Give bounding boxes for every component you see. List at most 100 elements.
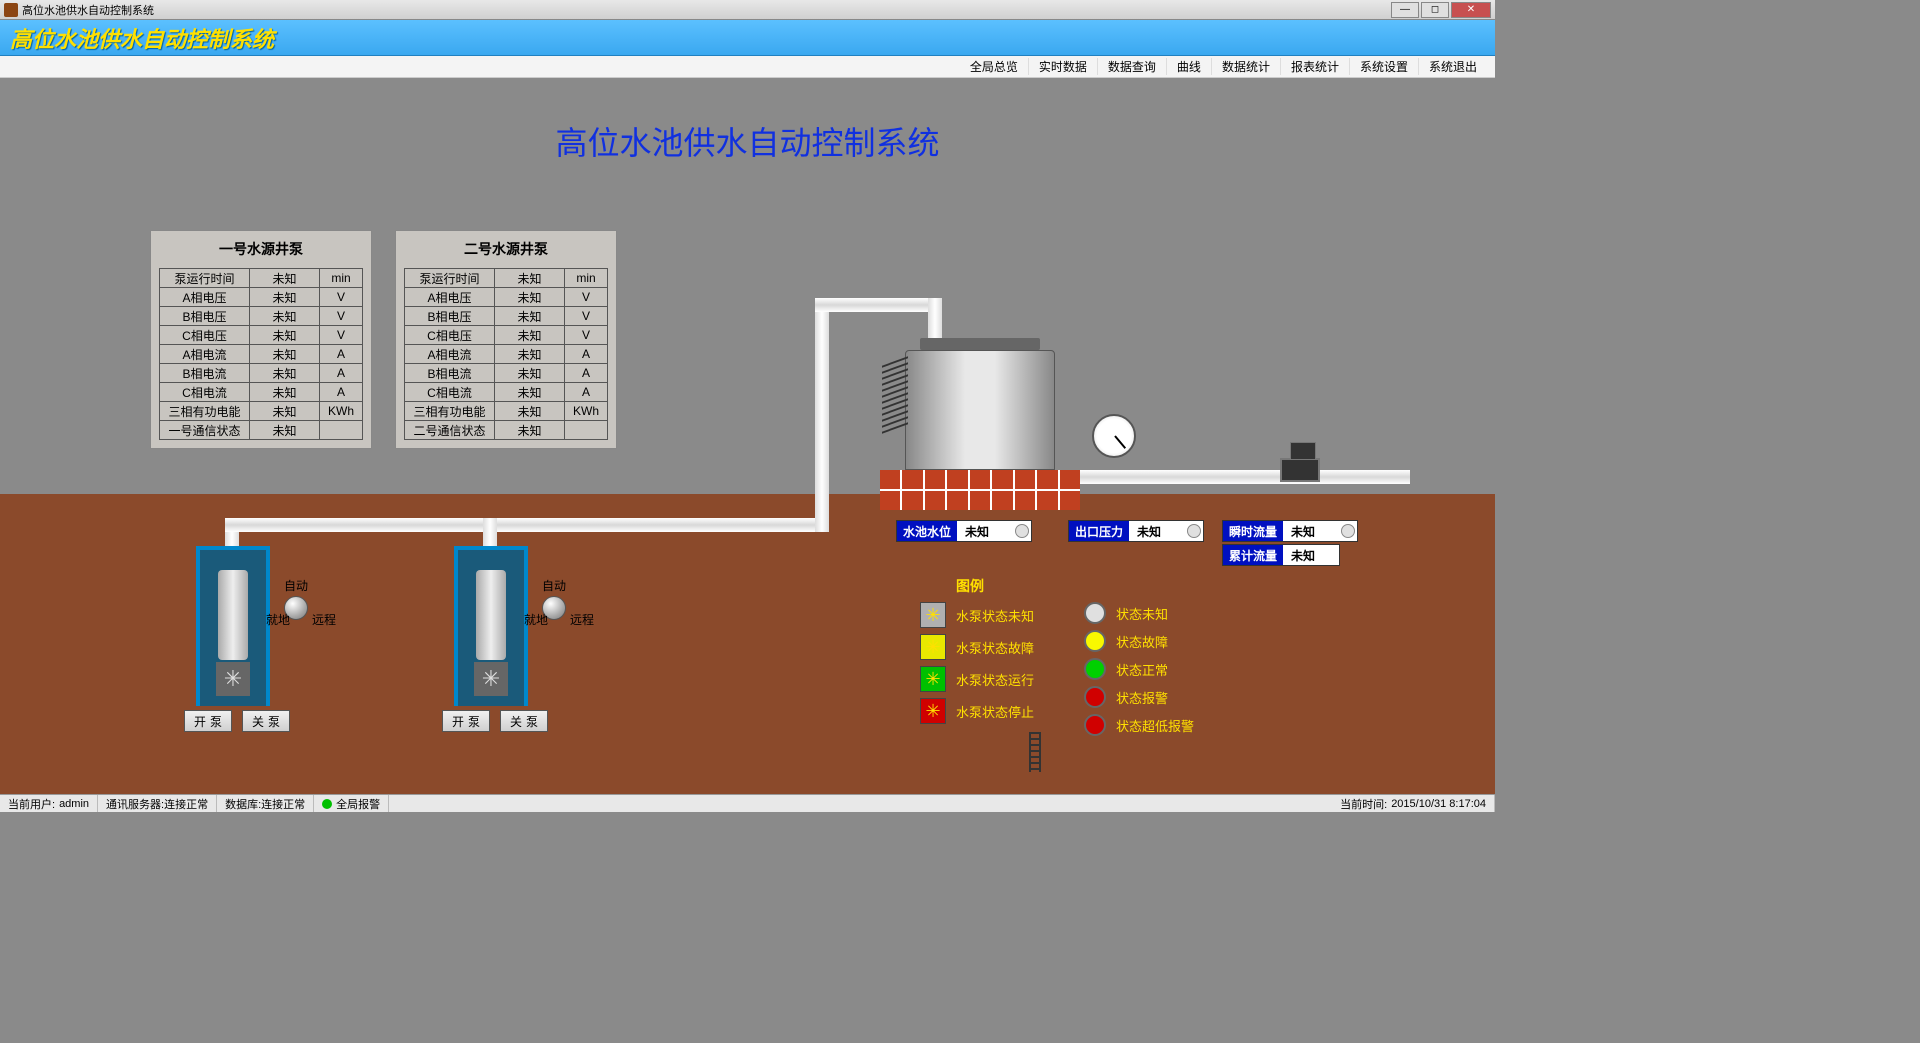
cell-unit: A xyxy=(320,383,362,401)
pump-2-on-button[interactable]: 开泵 xyxy=(442,710,490,732)
legend-label: 状态报警 xyxy=(1116,688,1168,707)
cell-value: 未知 xyxy=(250,288,320,306)
table-row: A相电压未知V xyxy=(404,287,608,307)
cell-label: C相电压 xyxy=(160,326,250,344)
cell-value: 未知 xyxy=(495,307,565,325)
table-row: A相电流未知A xyxy=(159,344,363,364)
cell-unit: V xyxy=(565,288,607,306)
cell-label: A相电流 xyxy=(405,345,495,363)
legend-row: ✳水泵状态运行 xyxy=(920,666,1034,692)
led-icon xyxy=(1084,658,1106,680)
close-button[interactable]: ✕ xyxy=(1451,2,1491,18)
pump-2-off-button[interactable]: 关泵 xyxy=(500,710,548,732)
pump-table-1: 一号水源井泵 泵运行时间未知minA相电压未知VB相电压未知VC相电压未知VA相… xyxy=(150,230,372,449)
menu-stats[interactable]: 数据统计 xyxy=(1212,58,1281,75)
reading-value: 未知 xyxy=(1129,521,1185,541)
pump-1-off-button[interactable]: 关泵 xyxy=(242,710,290,732)
legend-row: ✳水泵状态未知 xyxy=(920,602,1034,628)
reading-value: 未知 xyxy=(1283,521,1339,541)
reading-water-level: 水池水位 未知 xyxy=(896,520,1032,542)
knob-label-auto: 自动 xyxy=(542,577,566,594)
cell-label: 二号通信状态 xyxy=(405,421,495,439)
reading-label: 瞬时流量 xyxy=(1223,521,1283,541)
pump-body-icon xyxy=(218,570,248,660)
cell-label: C相电压 xyxy=(405,326,495,344)
legend: 图例 ✳水泵状态未知✳水泵状态故障✳水泵状态运行✳水泵状态停止 状态未知状态故障… xyxy=(920,576,1194,736)
cell-unit: A xyxy=(565,345,607,363)
table-row: 一号通信状态未知 xyxy=(159,420,363,440)
cell-label: 三相有功电能 xyxy=(405,402,495,420)
menu-overview[interactable]: 全局总览 xyxy=(960,58,1029,75)
ladder-icon xyxy=(1029,732,1041,772)
pipe xyxy=(225,518,825,532)
cell-label: 泵运行时间 xyxy=(405,269,495,287)
menu-report[interactable]: 报表统计 xyxy=(1281,58,1350,75)
fan-icon: ✳ xyxy=(920,666,946,692)
legend-row: 状态未知 xyxy=(1084,602,1194,624)
pump-fan-1: ✳ xyxy=(216,662,250,696)
table-row: 三相有功电能未知KWh xyxy=(159,401,363,421)
pipe xyxy=(1030,470,1410,484)
cell-unit: V xyxy=(320,288,362,306)
cell-label: A相电流 xyxy=(160,345,250,363)
minimize-button[interactable]: — xyxy=(1391,2,1419,18)
reading-value: 未知 xyxy=(1283,545,1339,565)
cell-unit xyxy=(320,421,362,439)
fan-icon: ✳ xyxy=(920,602,946,628)
led-icon xyxy=(1084,686,1106,708)
cell-value: 未知 xyxy=(495,326,565,344)
cell-value: 未知 xyxy=(250,269,320,287)
table-row: B相电流未知A xyxy=(404,363,608,383)
header-title: 高位水池供水自动控制系统 xyxy=(10,22,274,54)
pump-table-1-body: 泵运行时间未知minA相电压未知VB相电压未知VC相电压未知VA相电流未知AB相… xyxy=(159,268,363,440)
table-row: C相电压未知V xyxy=(159,325,363,345)
cell-label: C相电流 xyxy=(405,383,495,401)
legend-row: 状态故障 xyxy=(1084,630,1194,652)
menu-realtime[interactable]: 实时数据 xyxy=(1029,58,1098,75)
well-pump-2: ✳ xyxy=(454,546,528,706)
table-row: C相电压未知V xyxy=(404,325,608,345)
table-row: B相电流未知A xyxy=(159,363,363,383)
cell-label: B相电压 xyxy=(405,307,495,325)
cell-unit: A xyxy=(320,345,362,363)
table-row: 泵运行时间未知min xyxy=(404,268,608,288)
maximize-button[interactable]: ◻ xyxy=(1421,2,1449,18)
led-icon xyxy=(1084,714,1106,736)
cell-unit: min xyxy=(565,269,607,287)
menu-query[interactable]: 数据查询 xyxy=(1098,58,1167,75)
reading-led xyxy=(1185,521,1203,541)
legend-row: 状态正常 xyxy=(1084,658,1194,680)
cell-value: 未知 xyxy=(495,345,565,363)
menu-settings[interactable]: 系统设置 xyxy=(1350,58,1419,75)
cell-label: 泵运行时间 xyxy=(160,269,250,287)
menu-curve[interactable]: 曲线 xyxy=(1167,58,1212,75)
pump-1-on-button[interactable]: 开泵 xyxy=(184,710,232,732)
cell-label: 一号通信状态 xyxy=(160,421,250,439)
table-row: C相电流未知A xyxy=(404,382,608,402)
tank-body-icon xyxy=(905,350,1055,470)
legend-label: 水泵状态故障 xyxy=(956,638,1034,657)
knob-label-local: 就地 xyxy=(266,611,290,628)
alarm-led-icon xyxy=(322,799,332,809)
cell-label: B相电流 xyxy=(160,364,250,382)
pump-table-2-body: 泵运行时间未知minA相电压未知VB相电压未知VC相电压未知VA相电流未知AB相… xyxy=(404,268,608,440)
knob-label-remote: 远程 xyxy=(312,611,336,628)
cell-value: 未知 xyxy=(250,345,320,363)
pipe xyxy=(815,298,829,532)
cell-unit: KWh xyxy=(320,402,362,420)
cell-value: 未知 xyxy=(495,364,565,382)
cell-label: A相电压 xyxy=(405,288,495,306)
cell-unit: A xyxy=(565,383,607,401)
cell-value: 未知 xyxy=(495,288,565,306)
legend-row: 状态超低报警 xyxy=(1084,714,1194,736)
knob-label-auto: 自动 xyxy=(284,577,308,594)
water-tank xyxy=(880,338,1080,510)
pressure-gauge-icon xyxy=(1092,414,1136,458)
app-header: 高位水池供水自动控制系统 xyxy=(0,20,1495,56)
status-alarm: 全局报警 xyxy=(314,795,389,812)
page-title: 高位水池供水自动控制系统 xyxy=(555,118,939,164)
menu-exit[interactable]: 系统退出 xyxy=(1419,58,1487,75)
fan-icon: ✳ xyxy=(482,666,500,692)
cell-unit: V xyxy=(565,326,607,344)
table-row: A相电压未知V xyxy=(159,287,363,307)
